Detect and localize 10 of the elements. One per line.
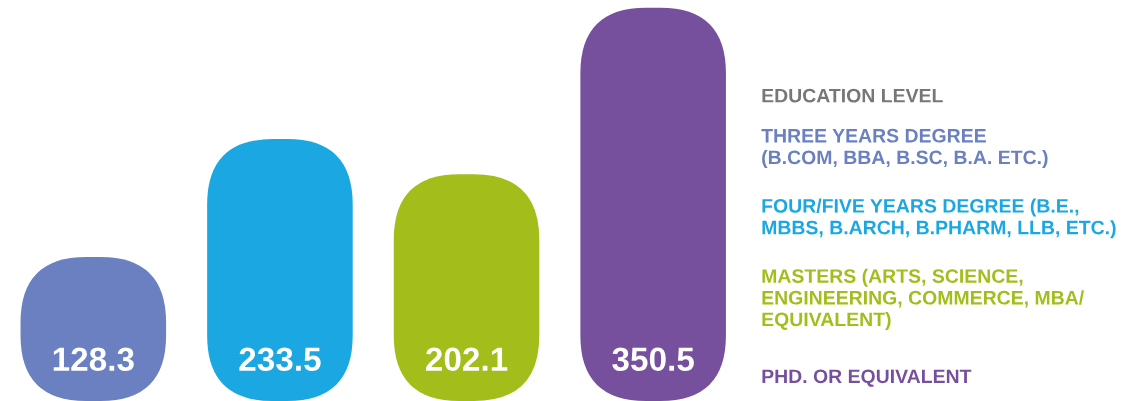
- text: PHD. OR EQUIVALENT: [762, 369, 972, 387]
- text: FOUR/FIVE YEARS DEGREE (B.E., MBBS, B.ARCH, B.PHARM, LLB, ETC.): [762, 198, 1116, 239]
- data-label: 233.5: [239, 347, 321, 372]
- data-label: 350.5: [612, 347, 694, 372]
- bar: [580, 7, 726, 401]
- text: MASTERS (ARTS, SCIENCE, ENGINEERING, COMMERCE, MBA/ EQUIVALENT): [762, 268, 1084, 331]
- legend-title: EDUCATION LEVEL: [762, 88, 943, 103]
- data-label: 202.1: [425, 347, 508, 372]
- text: THREE YEARS DEGREE (B.COM, BBA, B.SC, B.A. ETC.): [761, 128, 1048, 169]
- data-label: 128.3: [53, 347, 134, 372]
